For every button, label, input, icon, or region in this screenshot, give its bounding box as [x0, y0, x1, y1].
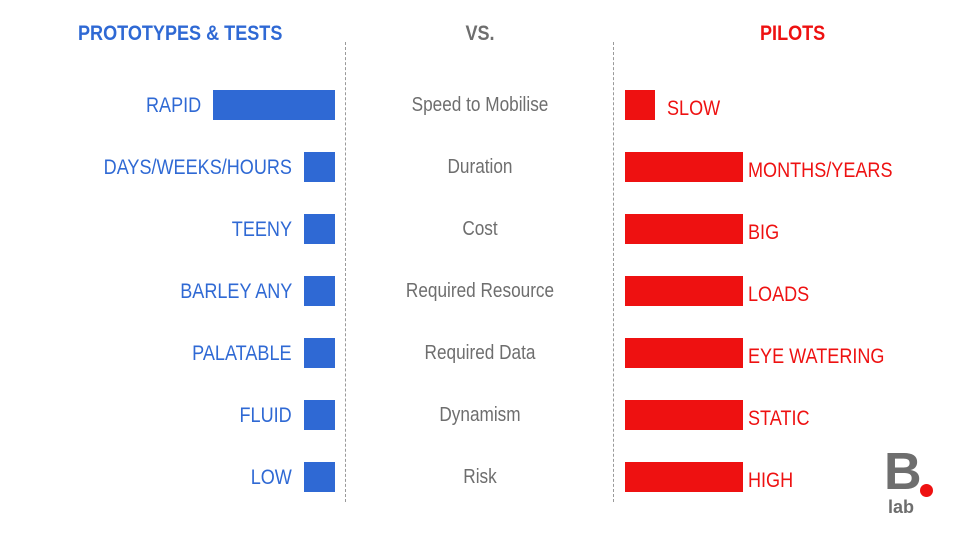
criterion-label: Duration — [447, 156, 513, 178]
pilot-value-label: BIG — [748, 221, 780, 244]
pilot-bar — [625, 276, 743, 306]
criterion-label: Required Resource — [405, 280, 555, 302]
prototype-value-label: FLUID — [239, 404, 292, 427]
prototype-value-label: RAPID — [145, 94, 201, 117]
prototypes-tests-header: PROTOTYPES & TESTS — [78, 22, 283, 45]
prototype-value-label: TEENY — [231, 218, 292, 241]
pilot-bar — [625, 90, 655, 120]
prototype-value-label: DAYS/WEEKS/HOURS — [103, 156, 292, 179]
logo-mark: B — [884, 443, 922, 501]
prototype-bar — [304, 462, 335, 492]
prototype-bar — [304, 400, 335, 430]
blab-logo: B lab — [884, 446, 944, 522]
pilot-value-label: SLOW — [667, 97, 721, 120]
logo-text: lab — [888, 497, 915, 517]
criterion-label: Risk — [463, 466, 497, 488]
comparison-row: FLUID Dynamism STATIC — [0, 400, 960, 434]
pilot-bar — [625, 338, 743, 368]
pilot-bar — [625, 152, 743, 182]
comparison-row: TEENY Cost BIG — [0, 214, 960, 248]
prototype-value-label: LOW — [250, 466, 292, 489]
prototype-bar — [213, 90, 335, 120]
comparison-row: DAYS/WEEKS/HOURS Duration MONTHS/YEARS — [0, 152, 960, 186]
pilot-value-label: EYE WATERING — [748, 345, 885, 368]
pilot-bar — [625, 214, 743, 244]
left-divider — [345, 42, 346, 502]
criterion-label: Speed to Mobilise — [411, 94, 549, 116]
prototype-value-label: PALATABLE — [192, 342, 292, 365]
criterion-label: Cost — [462, 218, 498, 240]
comparison-row: LOW Risk HIGH — [0, 462, 960, 496]
criterion-label: Required Data — [424, 342, 536, 364]
right-divider — [613, 42, 614, 502]
prototype-bar — [304, 214, 335, 244]
pilot-value-label: MONTHS/YEARS — [748, 159, 893, 182]
criterion-label: Dynamism — [439, 404, 521, 426]
pilot-bar — [625, 462, 743, 492]
comparison-row: BARLEY ANY Required Resource LOADS — [0, 276, 960, 310]
pilot-value-label: HIGH — [748, 469, 794, 492]
prototype-bar — [304, 152, 335, 182]
pilot-value-label: LOADS — [748, 283, 810, 306]
prototype-value-label: BARLEY ANY — [179, 280, 292, 303]
pilot-bar — [625, 400, 743, 430]
logo-dot-icon — [920, 484, 933, 497]
comparison-row: RAPID Speed to Mobilise SLOW — [0, 90, 960, 124]
comparison-row: PALATABLE Required Data EYE WATERING — [0, 338, 960, 372]
pilot-value-label: STATIC — [748, 407, 810, 430]
pilots-header: PILOTS — [760, 22, 826, 45]
versus-header: VS. — [465, 22, 495, 45]
prototype-bar — [304, 276, 335, 306]
prototype-bar — [304, 338, 335, 368]
